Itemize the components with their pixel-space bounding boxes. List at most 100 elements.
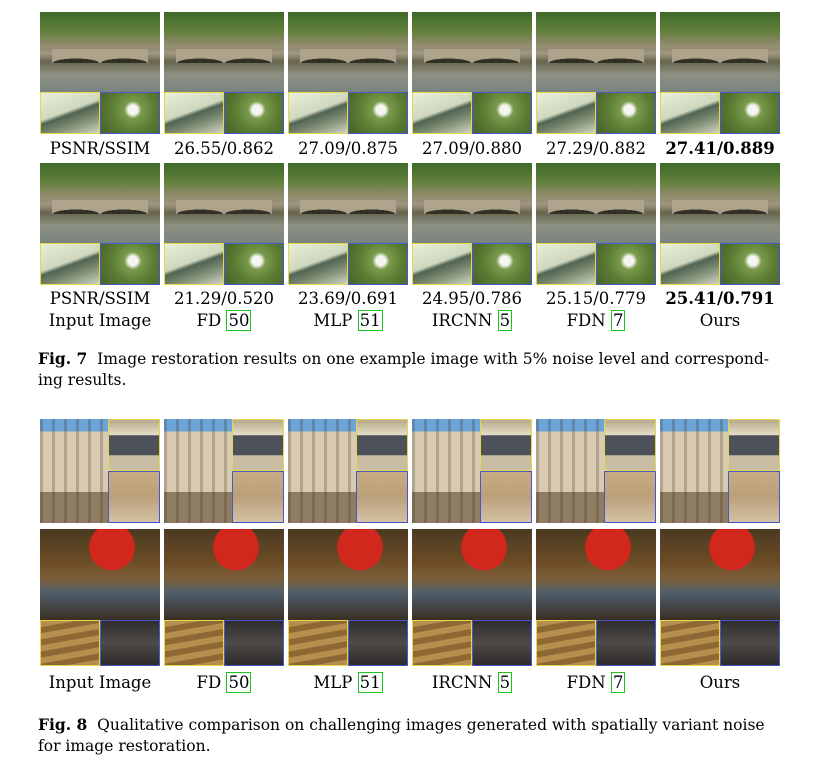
building-photo [660, 419, 728, 523]
counter-crop [596, 620, 656, 666]
roof-crop [40, 92, 100, 134]
bridge-photo [536, 12, 656, 92]
bridge-photo [164, 12, 284, 92]
window-crop [480, 419, 532, 471]
wood-crop [412, 620, 472, 666]
roof-crop [536, 243, 596, 285]
citation-link[interactable]: 5 [497, 672, 513, 693]
caption-label: Fig. 7 [38, 349, 88, 368]
restaurant-photo [288, 529, 408, 620]
window-crop [356, 419, 408, 471]
citation-link[interactable]: 50 [226, 310, 252, 331]
method-label: Input Image [48, 311, 152, 330]
lamp-crop [100, 92, 160, 134]
bridge-photo [40, 163, 160, 243]
building-photo [412, 419, 480, 523]
citation-link[interactable]: 50 [226, 672, 252, 693]
wood-crop [288, 620, 348, 666]
counter-crop [720, 620, 780, 666]
wood-crop [40, 620, 100, 666]
lamp-crop [720, 92, 780, 134]
roof-crop [660, 243, 720, 285]
bridge-photo [660, 12, 780, 92]
lamp-crop [348, 92, 408, 134]
building-photo [164, 419, 232, 523]
arch-crop [480, 471, 532, 523]
metric-value: 21.29/0.520 [173, 289, 275, 308]
arch-crop [232, 471, 284, 523]
method-label: IRCNN 5 [431, 672, 513, 693]
method-label: Input Image [48, 673, 152, 692]
wood-crop [164, 620, 224, 666]
wood-crop [536, 620, 596, 666]
lamp-crop [224, 243, 284, 285]
roof-crop [288, 92, 348, 134]
lamp-crop [100, 243, 160, 285]
metric-value: 27.09/0.880 [421, 139, 523, 158]
counter-crop [224, 620, 284, 666]
roof-crop [164, 92, 224, 134]
citation-link[interactable]: 7 [610, 672, 626, 693]
metric-value: 25.15/0.779 [545, 289, 647, 308]
bridge-photo [288, 12, 408, 92]
metric-label: PSNR/SSIM [49, 289, 151, 308]
window-crop [232, 419, 284, 471]
method-label: MLP 51 [313, 310, 383, 331]
roof-crop [412, 243, 472, 285]
arch-crop [356, 471, 408, 523]
roof-crop [288, 243, 348, 285]
lamp-crop [720, 243, 780, 285]
counter-crop [100, 620, 160, 666]
metric-value: 24.95/0.786 [421, 289, 523, 308]
metric-value: 26.55/0.862 [173, 139, 275, 158]
arch-crop [728, 471, 780, 523]
citation-link[interactable]: 51 [357, 672, 383, 693]
roof-crop [412, 92, 472, 134]
bridge-photo [536, 163, 656, 243]
citation-link[interactable]: 51 [357, 310, 383, 331]
roof-crop [164, 243, 224, 285]
method-label: Ours [699, 311, 741, 330]
bridge-photo [40, 12, 160, 92]
method-label: FD 50 [196, 672, 252, 693]
citation-link[interactable]: 5 [497, 310, 513, 331]
lamp-crop [348, 243, 408, 285]
method-label: FDN 7 [566, 310, 626, 331]
citation-link[interactable]: 7 [610, 310, 626, 331]
metric-value: 27.09/0.875 [297, 139, 399, 158]
roof-crop [660, 92, 720, 134]
window-crop [108, 419, 160, 471]
lamp-crop [596, 243, 656, 285]
metric-value-best: 25.41/0.791 [665, 289, 775, 308]
method-label: FD 50 [196, 310, 252, 331]
building-photo [288, 419, 356, 523]
method-label: MLP 51 [313, 672, 383, 693]
building-photo [40, 419, 108, 523]
metric-value-best: 27.41/0.889 [665, 139, 775, 158]
method-label: Ours [699, 673, 741, 692]
fig8-caption: Fig. 8 Qualitative comparison on challen… [38, 715, 765, 755]
building-photo [536, 419, 604, 523]
window-crop [604, 419, 656, 471]
bridge-photo [660, 163, 780, 243]
restaurant-photo [40, 529, 160, 620]
roof-crop [40, 243, 100, 285]
lamp-crop [472, 92, 532, 134]
roof-crop [536, 92, 596, 134]
caption-label: Fig. 8 [38, 715, 88, 734]
bridge-photo [164, 163, 284, 243]
method-label: IRCNN 5 [431, 310, 513, 331]
window-crop [728, 419, 780, 471]
arch-crop [604, 471, 656, 523]
counter-crop [348, 620, 408, 666]
metric-label: PSNR/SSIM [49, 139, 151, 158]
bridge-photo [412, 163, 532, 243]
metric-value: 27.29/0.882 [545, 139, 647, 158]
lamp-crop [224, 92, 284, 134]
restaurant-photo [660, 529, 780, 620]
fig7-caption: Fig. 7 Image restoration results on one … [38, 349, 769, 389]
arch-crop [108, 471, 160, 523]
counter-crop [472, 620, 532, 666]
method-label: FDN 7 [566, 672, 626, 693]
bridge-photo [288, 163, 408, 243]
